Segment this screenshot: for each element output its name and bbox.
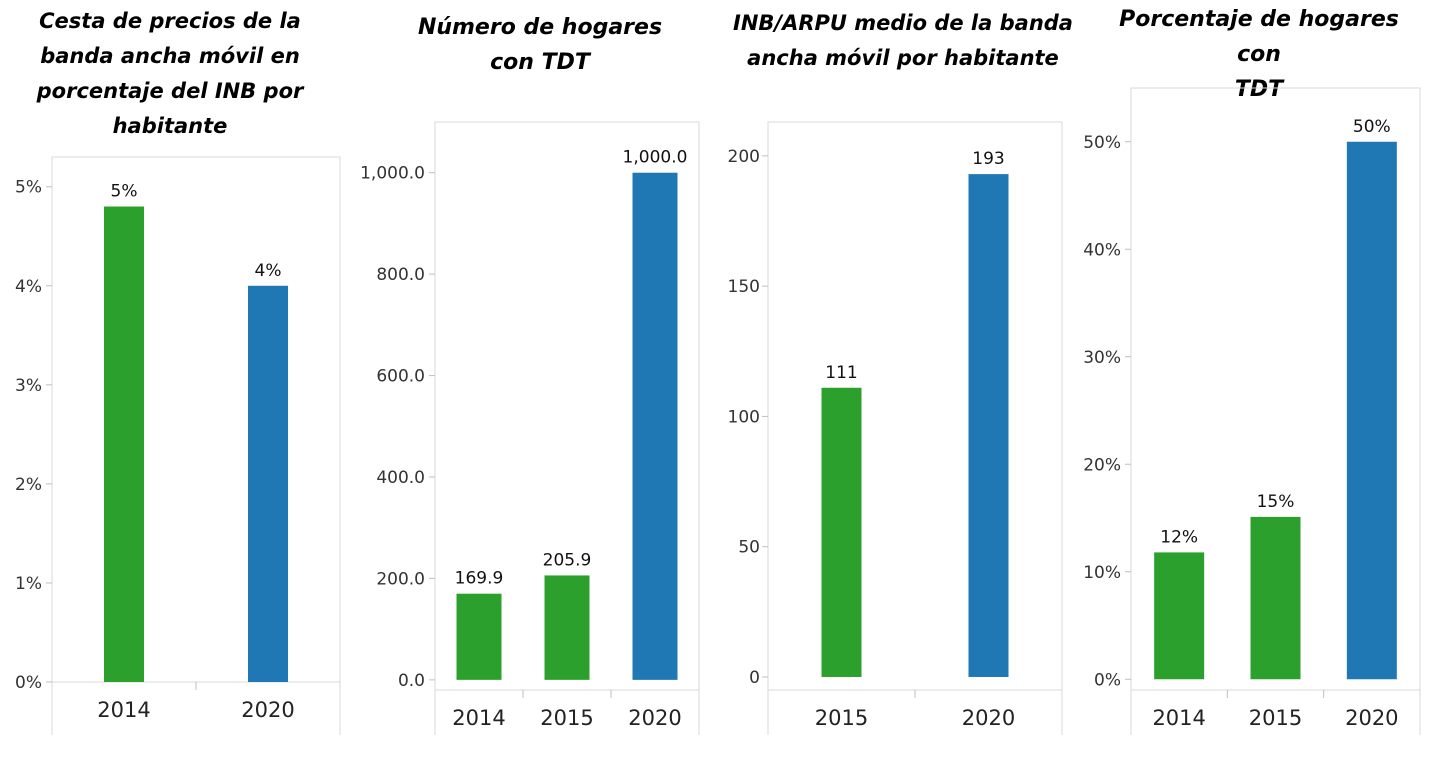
chart-4-title: Porcentaje de hogares con TDT	[1119, 7, 1399, 102]
chart-1-y-tick-label: 3%	[15, 376, 42, 396]
chart-3-x-category-label-2020: 2020	[962, 706, 1015, 730]
chart-2-y-tick-label: 1,000.0	[360, 164, 425, 184]
chart-4-y-tick-label: 40%	[1083, 240, 1121, 260]
chart-3-y-tick-label: 0	[749, 668, 760, 688]
chart-2-bar-2014	[456, 593, 502, 680]
chart-1-bar-2020	[248, 285, 288, 682]
chart-2-bar-2015	[544, 575, 590, 680]
chart-2-x-category-label-2014: 2014	[452, 706, 505, 730]
chart-3-y-tick-label: 50	[738, 538, 760, 558]
chart-2-y-tick-label: 600.0	[376, 367, 425, 387]
chart-4-y-tick-label: 10%	[1083, 563, 1121, 583]
chart-1-bar-2014	[104, 206, 144, 682]
chart-4-y-tick-label: 0%	[1094, 670, 1121, 690]
chart-3-bar-2015	[821, 387, 862, 677]
chart-1-plot-frame	[51, 156, 341, 683]
chart-4-y-tick-label: 30%	[1083, 348, 1121, 368]
chart-4-bar-2014	[1154, 552, 1205, 680]
chart-1-y-tick-label: 1%	[15, 574, 42, 594]
chart-2-y-tick-label: 200.0	[376, 569, 425, 589]
chart-2-y-tick-label: 0.0	[398, 671, 425, 691]
chart-3-data-label-2015: 111	[825, 363, 857, 383]
chart-4-x-category-label-2015: 2015	[1249, 706, 1302, 730]
chart-3-y-tick-label: 150	[728, 277, 760, 297]
chart-4-data-label-2014: 12%	[1160, 527, 1198, 547]
chart-2-data-label-2020: 1,000.0	[623, 148, 688, 168]
chart-2-y-tick-label: 400.0	[376, 468, 425, 488]
chart-4-x-category-label-2020: 2020	[1345, 706, 1398, 730]
chart-1-data-label-2014: 5%	[111, 182, 138, 202]
chart-3-data-label-2020: 193	[972, 149, 1004, 169]
chart-2-data-label-2014: 169.9	[455, 569, 504, 589]
chart-2-bar-2020	[632, 172, 678, 680]
chart-2-x-category-label-2015: 2015	[540, 706, 593, 730]
chart-4-y-tick-label: 50%	[1083, 133, 1121, 153]
chart-1-title: Cesta de precios de la banda ancha móvil…	[36, 9, 304, 138]
chart-1-y-tick-label: 4%	[15, 277, 42, 297]
chart-4-x-category-label-2014: 2014	[1152, 706, 1205, 730]
chart-1-y-tick-label: 0%	[15, 673, 42, 693]
chart-3-bar-2020	[968, 174, 1009, 677]
chart-3-y-tick-label: 200	[728, 147, 760, 167]
chart-1-data-label-2020: 4%	[255, 261, 282, 281]
chart-2-x-category-label-2020: 2020	[628, 706, 681, 730]
chart-3-plot-frame	[767, 121, 1063, 691]
chart-1-y-tick-label: 2%	[15, 475, 42, 495]
chart-3-title: INB/ARPU medio de la banda ancha móvil p…	[733, 11, 1073, 70]
chart-4-bar-2020	[1346, 141, 1397, 680]
chart-4-y-tick-label: 20%	[1083, 455, 1121, 475]
chart-2-data-label-2015: 205.9	[543, 550, 592, 570]
chart-3-y-tick-label: 100	[728, 407, 760, 427]
chart-4-data-label-2020: 50%	[1353, 117, 1391, 137]
chart-3-x-category-label-2015: 2015	[815, 706, 868, 730]
chart-1-x-category-label-2020: 2020	[241, 698, 294, 722]
chart-4-data-label-2015: 15%	[1257, 492, 1295, 512]
chart-2-y-tick-label: 800.0	[376, 265, 425, 285]
chart-4-bar-2015	[1250, 516, 1301, 680]
chart-1-x-category-label-2014: 2014	[97, 698, 150, 722]
chart-1-y-tick-label: 5%	[15, 178, 42, 198]
chart-2-title: Número de hogares con TDT	[417, 15, 663, 75]
